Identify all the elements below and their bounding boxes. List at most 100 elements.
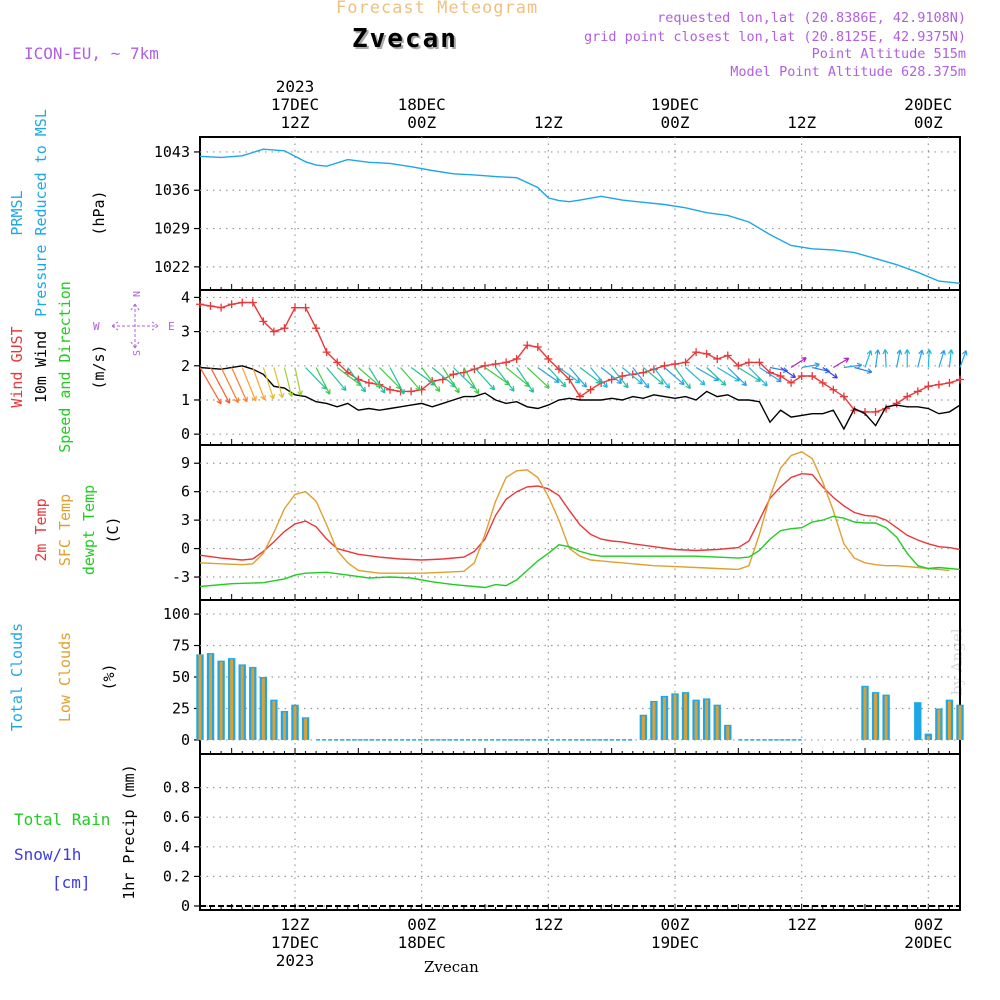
gust-marker [248, 298, 257, 307]
wind-direction-arrow [896, 349, 903, 368]
low-cloud-bar [958, 705, 962, 740]
product-title: Forecast Meteogram [336, 0, 539, 18]
bottom-time-label: 2023 [276, 951, 315, 970]
precip-ytick-label: 0.2 [163, 867, 190, 885]
gust-marker [523, 341, 532, 350]
wind-direction-arrow [305, 367, 327, 390]
gust-marker [491, 360, 500, 369]
wind-direction-arrow [854, 366, 873, 374]
gust-marker [301, 303, 310, 312]
pressure-ytick-label: 1043 [154, 143, 190, 161]
wind-direction-arrow [822, 367, 838, 379]
wind-direction-arrow [526, 367, 550, 389]
gust-marker [364, 378, 373, 387]
low-cloud-bar [715, 705, 719, 740]
gust-marker [755, 358, 764, 367]
pressure-ytick-label: 1029 [154, 220, 190, 238]
temp-ytick-label: 6 [181, 483, 190, 501]
low-cloud-bar [293, 705, 297, 740]
wind-direction-arrow [220, 367, 240, 404]
low-cloud-bar [673, 694, 677, 740]
gust-marker [322, 348, 331, 357]
low-cloud-bar [209, 654, 213, 740]
top-time-label: 17DEC [271, 95, 319, 114]
gust-marker [639, 368, 648, 377]
clouds-panel [194, 599, 964, 755]
top-time-label: 00Z [661, 113, 690, 132]
low-cloud-bar [884, 695, 888, 740]
low-cloud-bar [261, 678, 265, 740]
low-cloud-bar [726, 726, 730, 740]
clouds-ytick-label: 50 [172, 668, 190, 686]
footer-station: Zvecan [424, 958, 479, 976]
top-time-label: 2023 [276, 77, 315, 96]
pressure-unit-label: (hPa) [90, 190, 108, 235]
wind-direction-arrow [917, 349, 924, 368]
gust-marker [576, 392, 584, 401]
clouds-unit-label: (%) [100, 663, 118, 690]
wind-direction-arrow [780, 367, 797, 379]
low-cloud-bar [937, 709, 941, 740]
pressure-panel [194, 136, 961, 291]
wind-direction-arrow [904, 349, 911, 368]
temp-dewpt-label: dewpt Temp [80, 485, 98, 575]
wind-unit-label: (m/s) [90, 344, 108, 389]
gust-marker [607, 375, 616, 384]
wind-ytick-label: 4 [181, 288, 190, 306]
wind-direction-arrow [759, 366, 782, 383]
low-cloud-bar [304, 718, 308, 740]
wind-ytick-label: 3 [181, 323, 190, 341]
gust-marker [206, 301, 215, 310]
top-time-label: 19DEC [651, 95, 699, 114]
gridpoint-coordinates: grid point closest lon,lat (20.8125E, 42… [583, 29, 966, 45]
gust-marker [776, 372, 785, 381]
wind-direction-arrow [273, 367, 285, 399]
compass-cross [111, 303, 159, 349]
pressure-ytick-label: 1022 [154, 258, 190, 276]
gust-marker [259, 317, 268, 326]
wind-direction-arrow [664, 367, 685, 386]
gust-marker [871, 407, 880, 416]
point-altitude: Point Altitude 515m [811, 46, 966, 62]
wind-direction-arrow [400, 367, 421, 391]
gust-marker [924, 382, 933, 391]
wind-direction-arrow [262, 367, 276, 400]
temp-series-dewpt-temp [199, 515, 961, 589]
gust-marker [618, 372, 627, 381]
gust-marker [818, 378, 827, 387]
wind-direction-arrow [621, 367, 643, 385]
wind-direction-arrow [864, 350, 873, 368]
compass-south: S [132, 350, 143, 356]
wind-direction-arrow [843, 362, 863, 369]
gust-marker [945, 378, 954, 387]
gust-marker [512, 354, 521, 363]
wind-direction-arrow [685, 367, 706, 386]
gust-marker [723, 351, 732, 360]
wind-direction-arrow [790, 357, 807, 369]
wind-direction-arrow [716, 366, 741, 382]
gust-marker [586, 385, 595, 394]
wind-direction-arrow [241, 367, 257, 402]
gust-marker [502, 358, 511, 367]
gust-marker [660, 361, 669, 370]
snow-unit-label: [cm] [52, 873, 91, 892]
gust-marker [934, 380, 943, 389]
temp-series-sfc-temp [199, 451, 950, 574]
gust-marker [956, 375, 964, 384]
clouds-frame [199, 599, 961, 755]
gust-marker [797, 372, 806, 381]
wind-direction-arrow [283, 367, 294, 398]
gust-marker [808, 372, 817, 381]
low-cloud-bar [874, 693, 878, 740]
gust-marker [291, 303, 299, 312]
wind-direction-arrow [642, 367, 664, 385]
wind-direction-arrow [368, 367, 386, 394]
low-cloud-bar [652, 702, 656, 740]
wind-direction-arrow [473, 367, 496, 391]
bottom-time-label: 00Z [914, 915, 943, 934]
gust-marker [227, 300, 236, 309]
wind-direction-arrow [442, 367, 460, 394]
clouds-ytick-label: 75 [172, 637, 190, 655]
bottom-time-label: 12Z [281, 915, 310, 934]
